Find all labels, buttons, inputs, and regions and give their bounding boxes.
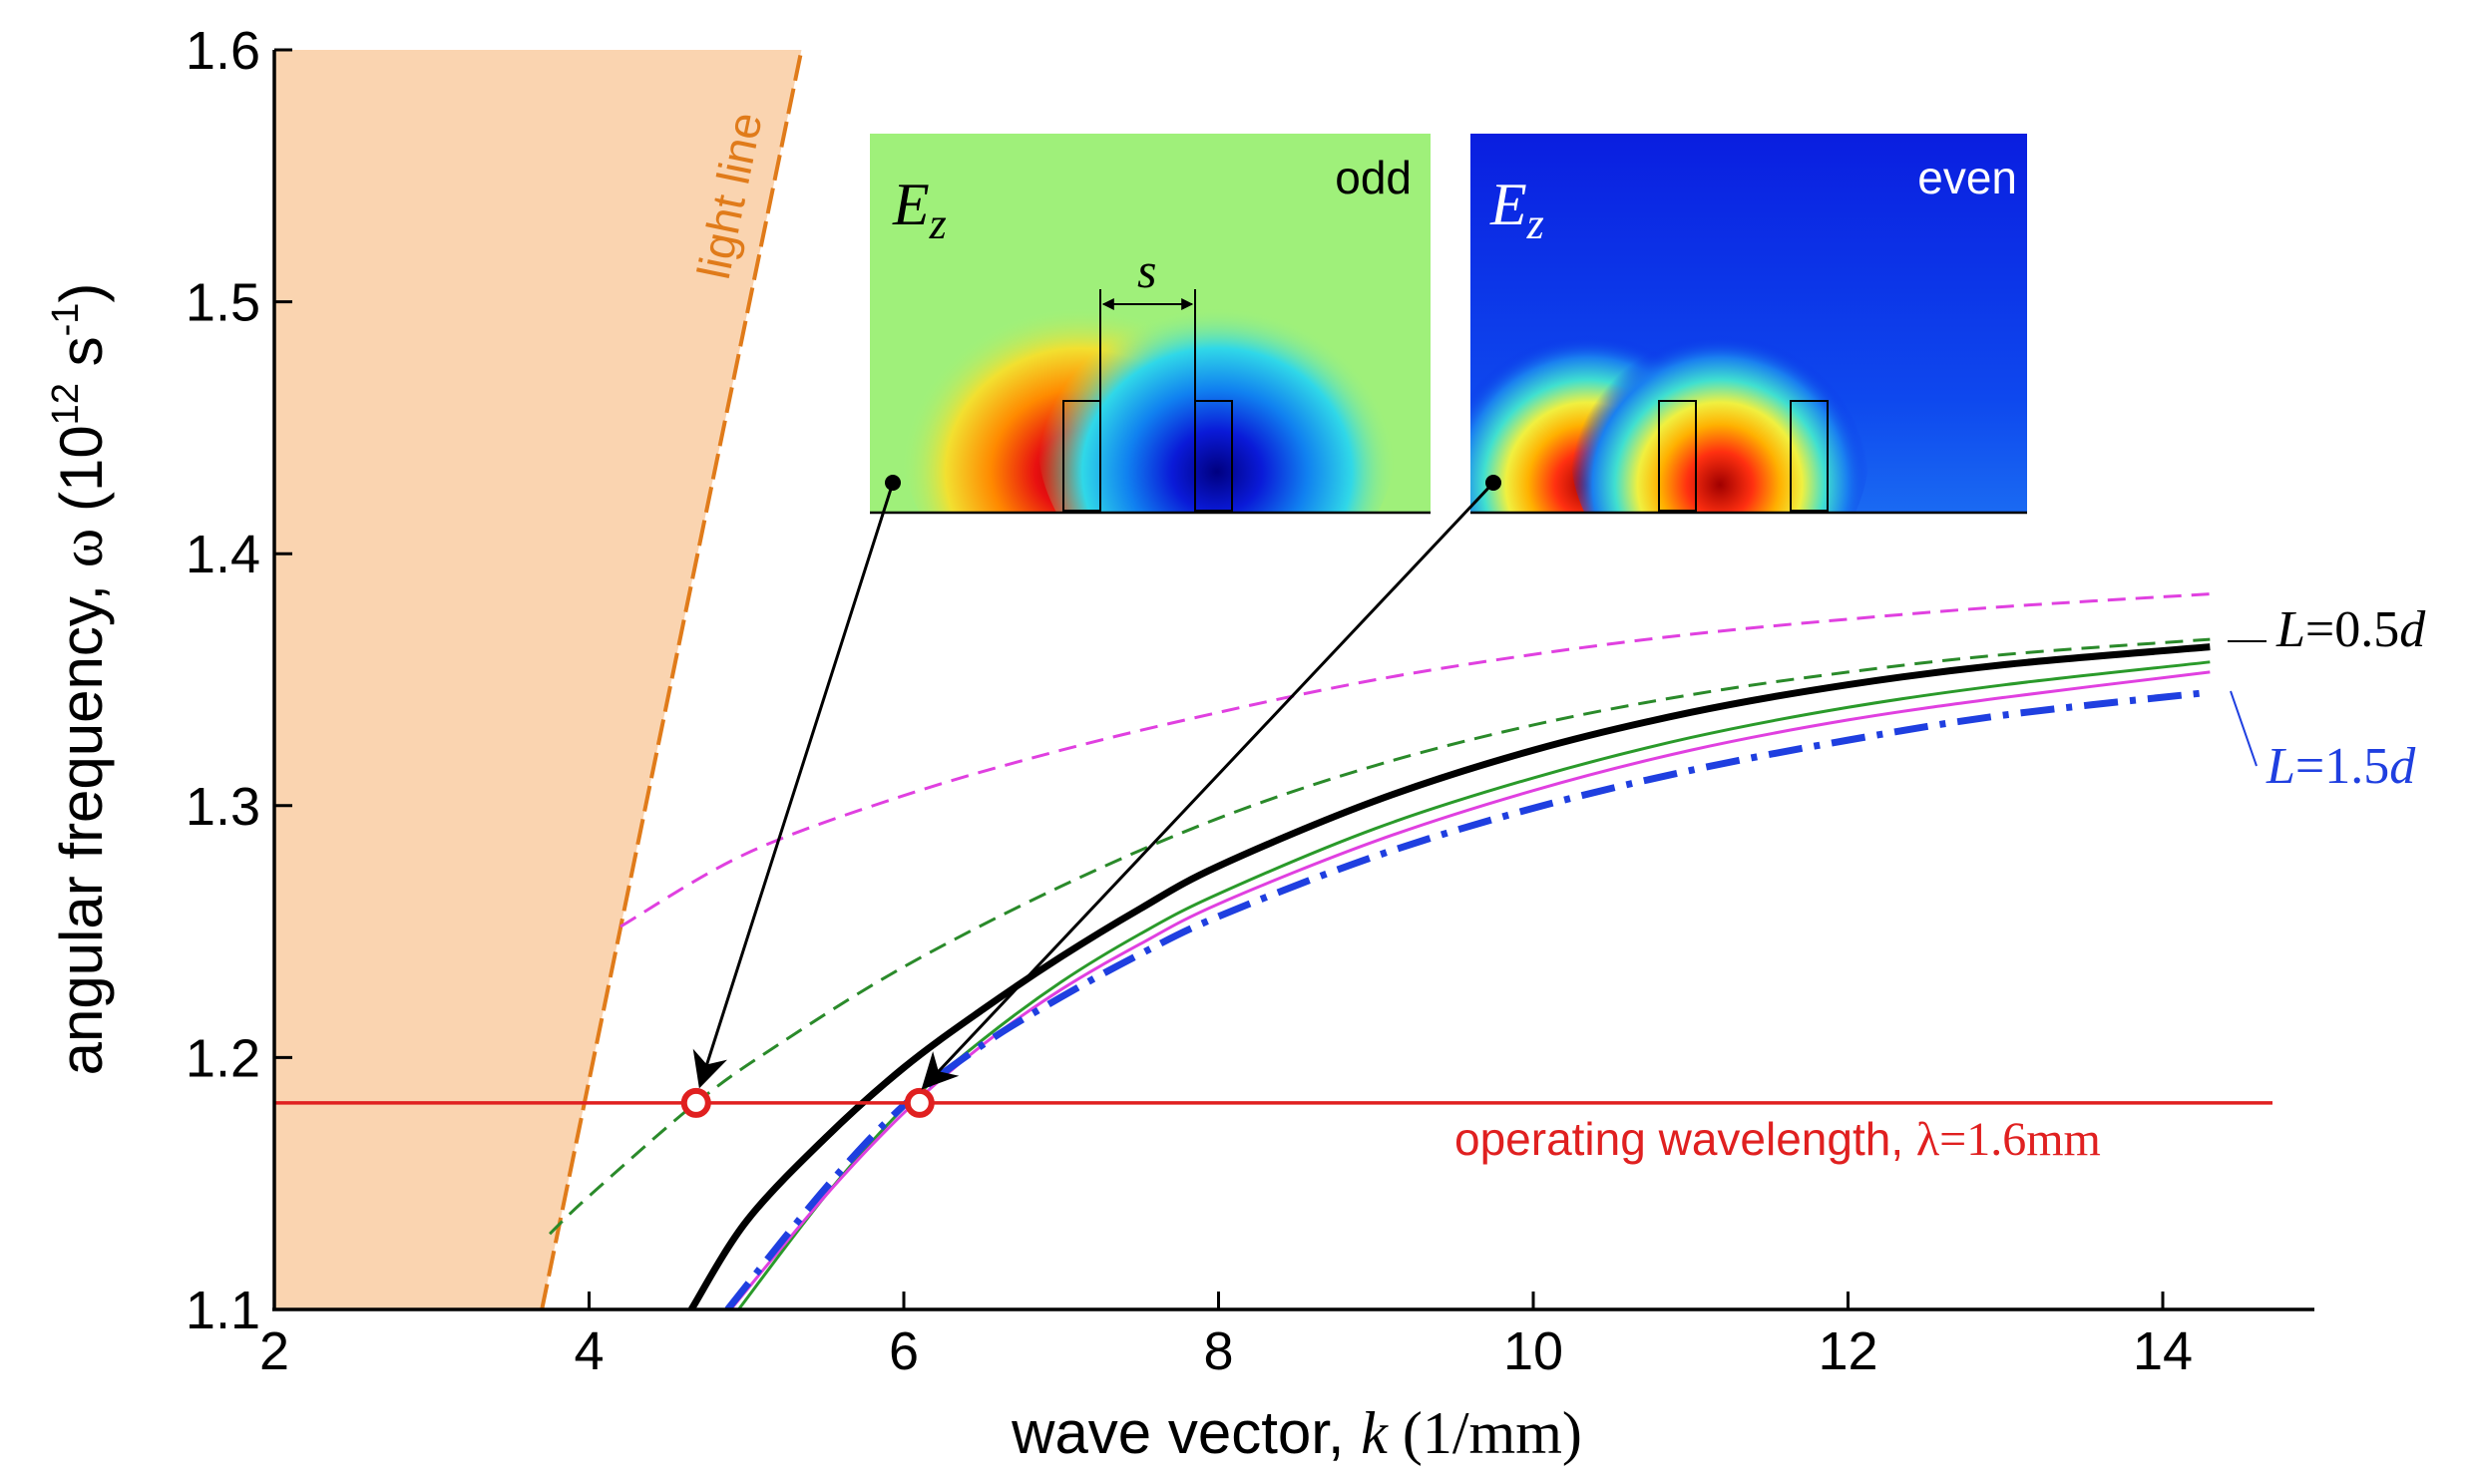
x-tick-label-8: 8: [1203, 1321, 1233, 1381]
x-tick-label-6: 6: [889, 1321, 919, 1381]
even-field-var: E: [1489, 172, 1527, 237]
y-tick-label-2: 1.3: [186, 777, 260, 837]
y-label-exp2: -1: [45, 303, 87, 337]
y-tick-label-4: 1.5: [186, 273, 260, 333]
x-label-var: k: [1361, 1400, 1389, 1466]
inset-odd-mode: s Ez odd: [870, 134, 1431, 515]
inset-even-mode: Ez even: [1470, 134, 2027, 515]
operating-label-text: operating wavelength,: [1454, 1113, 1916, 1165]
marker-0: [680, 1087, 711, 1118]
axes: [272, 50, 2314, 1311]
even-lobe-right: [1570, 299, 1869, 513]
x-axis-label: wave vector, k (1/mm): [1011, 1399, 1582, 1466]
annotation-0-text: =0.5: [2305, 601, 2399, 658]
series-line-3: [737, 660, 2211, 1308]
even-field-sub: z: [1526, 199, 1544, 248]
marker-1: [904, 1087, 935, 1118]
x-tick-label-4: 4: [574, 1321, 604, 1381]
annotation-0-var: L: [2275, 601, 2305, 658]
series-group: [549, 592, 2211, 1308]
odd-field-sub: z: [929, 199, 947, 248]
y-label-prefix: angular frequency,: [48, 567, 115, 1075]
x-label-unit: (1/mm): [1388, 1400, 1582, 1466]
even-mode-label: even: [1917, 152, 2017, 203]
annotation-1-text: =1.5: [2295, 738, 2389, 795]
y-tick-label-0: 1.1: [186, 1281, 260, 1340]
y-label-var: ω: [49, 529, 115, 568]
y-label-open: (10: [48, 425, 115, 528]
even-pointer-arrow: [921, 481, 1495, 1090]
gap-label: s: [1137, 242, 1156, 298]
even-conductor-right: [1790, 400, 1829, 512]
operating-wavelength-label: operating wavelength, λ=1.6mm: [1454, 1113, 2101, 1166]
annotation-1-var: L: [2266, 738, 2295, 795]
x-ticks: 2 4 6 8 10 12 14: [259, 1292, 2193, 1381]
annotation-L15: L=1.5d: [2266, 738, 2416, 795]
odd-conductor-right: [1194, 400, 1233, 512]
y-axis-label: angular frequency, ω (1012 s-1): [45, 283, 115, 1076]
y-tick-label-3: 1.4: [186, 525, 260, 584]
odd-field-label: Ez: [892, 172, 947, 248]
even-field-label: Ez: [1489, 172, 1544, 248]
x-tick-label-2: 2: [259, 1321, 289, 1381]
series-line-2: [688, 643, 2211, 1308]
odd-field-var: E: [892, 172, 930, 237]
light-line: [540, 49, 804, 1310]
operating-label-lambda: λ=1.6mm: [1916, 1113, 2101, 1166]
series-line-0: [619, 592, 2211, 928]
odd-conductor-left: [1062, 400, 1101, 512]
annotation-L05: L=0.5d: [2275, 601, 2426, 658]
even-conductor-left: [1658, 400, 1697, 512]
y-label-close: ): [48, 283, 115, 303]
odd-pointer-arrow: [692, 482, 895, 1089]
y-label-mid: s: [48, 336, 115, 383]
x-tick-label-14: 14: [2133, 1321, 2193, 1381]
series-line-5: [724, 688, 2211, 1308]
odd-negative-lobe: [1037, 274, 1397, 513]
odd-mode-label: odd: [1335, 152, 1412, 203]
x-label-prefix: wave vector,: [1011, 1399, 1361, 1466]
annotation-1-var2: d: [2389, 738, 2416, 795]
x-tick-label-12: 12: [1818, 1321, 1877, 1381]
series-line-1: [549, 637, 2211, 1236]
x-tick-label-10: 10: [1503, 1321, 1563, 1381]
series-line-4: [729, 670, 2211, 1308]
annotation-leader-1: [2230, 690, 2258, 767]
annotation-0-var2: d: [2399, 601, 2426, 658]
light-cone-region: [274, 50, 802, 1309]
y-tick-label-1: 1.2: [186, 1028, 260, 1088]
intersection-markers: [680, 1087, 935, 1118]
y-label-exp1: 12: [45, 383, 87, 425]
y-ticks: 1.1 1.2 1.3 1.4 1.5 1.6: [186, 21, 292, 1340]
y-tick-label-5: 1.6: [186, 21, 260, 81]
